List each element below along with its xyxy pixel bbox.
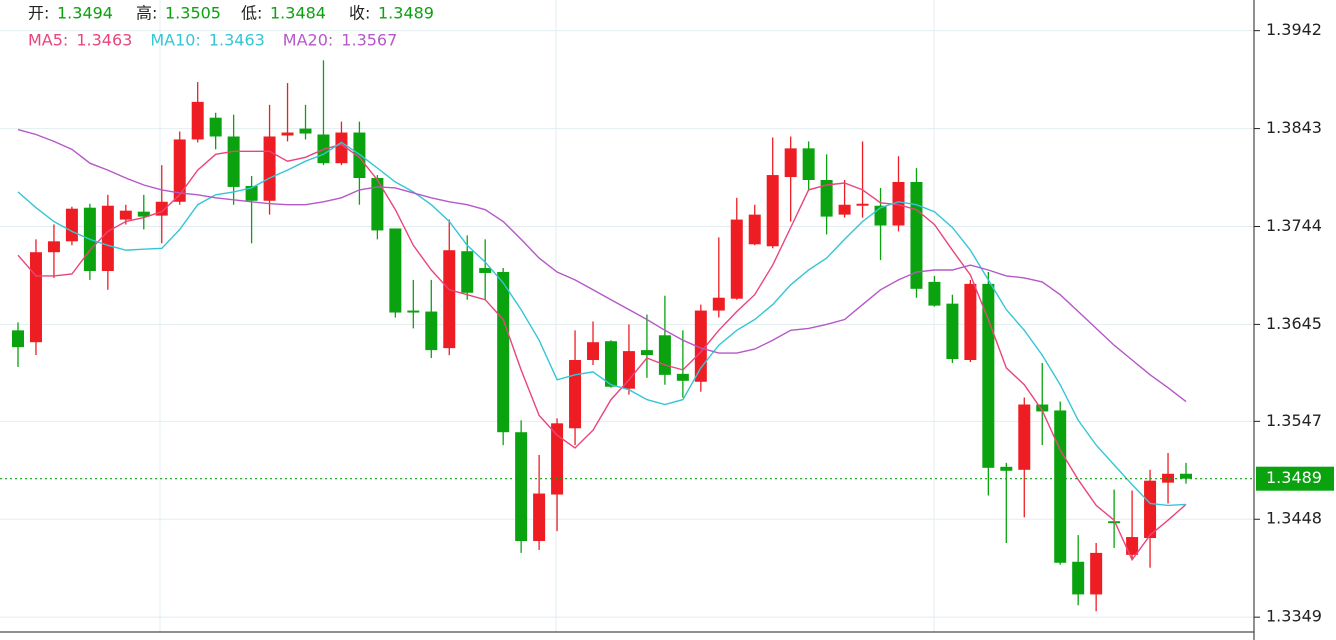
candle-body (119, 210, 132, 220)
legend-name: MA5: (28, 31, 68, 50)
candle-body (1072, 561, 1085, 595)
ohlc-label: 开: (28, 4, 49, 23)
candle-body (209, 117, 222, 137)
ohlc-label: 收: (349, 4, 370, 23)
candle-body (766, 175, 779, 247)
candle-body (820, 180, 833, 217)
y-tick-label: 1.3744 (1266, 216, 1322, 235)
candle-body (892, 181, 905, 226)
candle-body (1126, 537, 1139, 555)
candle-body (497, 271, 510, 433)
candle-body (1180, 473, 1192, 479)
y-tick-label: 1.3843 (1266, 118, 1322, 137)
candle-body (1018, 404, 1031, 470)
candle-body (784, 148, 797, 178)
candle-body (928, 281, 941, 306)
price-tag-label: 1.3489 (1266, 468, 1322, 487)
candle-body (479, 268, 492, 273)
candle-body (551, 423, 564, 495)
candle-body (874, 205, 887, 226)
candle-body (676, 373, 689, 381)
candle-body (461, 251, 474, 293)
plot (0, 60, 1254, 612)
legend-value: 1.3567 (341, 31, 397, 50)
candle-body (1144, 480, 1157, 539)
legend-value: 1.3463 (209, 31, 265, 50)
legend-value: 1.3463 (76, 31, 132, 50)
candle-body (712, 297, 725, 311)
candle-body (407, 310, 420, 313)
candle-body (658, 335, 671, 375)
candle-body (802, 148, 815, 181)
y-tick-label: 1.3547 (1266, 411, 1322, 430)
ohlc-value: 1.3484 (270, 4, 326, 23)
candle-body (12, 330, 24, 348)
ohlc-value: 1.3489 (378, 4, 434, 23)
y-tick-label: 1.3942 (1266, 20, 1322, 39)
candle-body (29, 252, 42, 343)
candle-body (281, 132, 294, 136)
candle-body (533, 493, 546, 542)
candle-body (856, 203, 869, 206)
price-tag (1256, 466, 1334, 491)
legend-name: MA10: (150, 31, 201, 50)
candle-body (1090, 552, 1103, 595)
candle-body (587, 342, 600, 361)
candle-body (389, 228, 402, 313)
ma-line (17, 143, 1187, 562)
candle-body (1000, 466, 1013, 471)
candle-body (65, 208, 78, 242)
y-axis: 1.3349 1.3448 1.3547 1.3645 1.3744 1.3843 1.39… (1254, 20, 1334, 626)
ohlc-label: 低: (241, 4, 262, 23)
candle-body (263, 136, 276, 201)
candle-body (515, 432, 528, 542)
legend: MA5: 1.3463 MA10: 1.3463 MA20: 1.3567 (28, 31, 397, 50)
candle-body (569, 360, 582, 429)
candle-body (1162, 473, 1175, 483)
candle-body (227, 136, 240, 187)
candle-body (1036, 404, 1049, 412)
y-tick-label: 1.3349 (1266, 607, 1322, 626)
candle-body (946, 303, 959, 360)
ma-line (17, 141, 1187, 507)
ohlc-header: 开: 1.3494 高: 1.3505 低: 1.3484 收: 1.3489 (28, 4, 434, 23)
candle-body (47, 241, 60, 253)
candle-body (191, 101, 204, 140)
grid (0, 0, 1254, 632)
ma-line (17, 128, 1187, 403)
legend-name: MA20: (283, 31, 334, 50)
candle-body (838, 204, 851, 215)
candle-body (425, 311, 438, 351)
candle-body (137, 211, 150, 217)
candle-body (604, 341, 617, 387)
candle-body (101, 205, 114, 271)
candle-body (443, 250, 456, 349)
candle-body (640, 350, 653, 356)
ohlc-label: 高: (136, 4, 157, 23)
candle-body (173, 139, 186, 202)
candle-body (982, 283, 995, 468)
candle-body (748, 214, 761, 245)
y-tick-label: 1.3448 (1266, 509, 1322, 528)
candle-body (245, 185, 258, 201)
candle-body (371, 178, 384, 231)
candle-body (964, 283, 977, 361)
candle-body (1108, 521, 1121, 524)
candle-body (1054, 410, 1067, 563)
y-tick-label: 1.3645 (1266, 314, 1322, 333)
candle-body (730, 219, 743, 299)
candle-body (353, 132, 366, 179)
candle-body (335, 132, 348, 164)
candle-body (622, 351, 635, 389)
ohlc-value: 1.3505 (165, 4, 221, 23)
ohlc-value: 1.3494 (57, 4, 113, 23)
candle-body (299, 128, 312, 134)
